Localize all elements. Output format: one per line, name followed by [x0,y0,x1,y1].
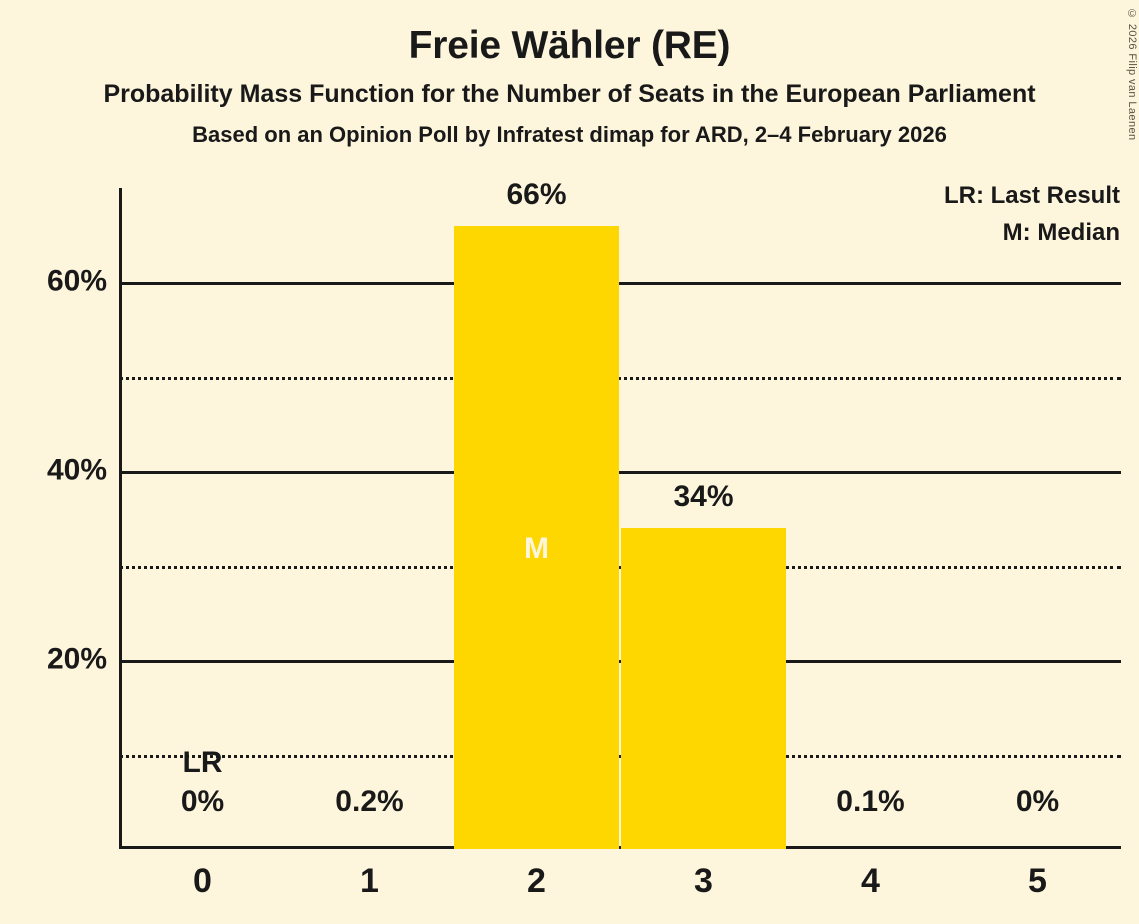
y-axis-line [119,188,122,849]
x-axis-tick-label: 3 [694,862,713,900]
bar [454,225,619,849]
last-result-marker: LR [182,745,223,779]
x-axis-tick-label: 0 [193,862,212,900]
plot-area: 20% 40% 60% 0% LR 0.2% 66% M 34% 0.1% 0% [47,178,1121,849]
gridline-major [119,471,1121,475]
y-axis-tick-label: 60% [46,265,107,299]
bar-value-label: 0.2% [335,785,404,818]
x-axis-tick-label: 2 [527,862,546,900]
chart-subtitle: Probability Mass Function for the Number… [103,79,1036,108]
bar-value-label: 66% [506,177,567,211]
legend-item-median: M: Median [1002,219,1120,246]
x-axis-line [119,846,1121,849]
x-axis-labels: 0 1 2 3 4 5 [119,862,1121,912]
gridline-major [119,660,1121,664]
bar [621,527,786,849]
median-marker: M [524,532,549,565]
bar-value-label: 0% [180,785,225,818]
gridline-major [119,282,1121,286]
gridline-minor [119,376,1121,380]
page-title: Freie Wähler (RE) [408,24,731,67]
gridline-minor [119,565,1121,569]
legend-item-last-result: LR: Last Result [943,182,1120,209]
gridline-minor [119,754,1121,758]
x-axis-tick-label: 5 [1028,862,1047,900]
x-axis-tick-label: 4 [861,862,880,900]
chart-source-caption: Based on an Opinion Poll by Infratest di… [192,122,947,148]
x-axis-tick-label: 1 [360,862,379,900]
title-block: Freie Wähler (RE) Probability Mass Funct… [0,0,1139,146]
copyright-notice: © 2026 Filip van Laenen [1126,8,1138,141]
y-axis-tick-label: 20% [46,642,107,676]
bar-value-label: 34% [673,479,734,513]
bar-value-label: 0.1% [836,785,905,818]
bar-value-label: 0% [1015,785,1060,818]
y-axis-tick-label: 40% [46,453,107,487]
chart-legend: LR: Last Result M: Median [944,184,1120,258]
